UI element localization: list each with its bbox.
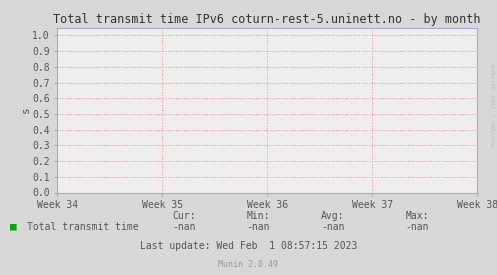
Text: Avg:: Avg: [321,211,345,221]
Text: Munin 2.0.49: Munin 2.0.49 [219,260,278,269]
Text: Max:: Max: [406,211,429,221]
Y-axis label: s: s [20,107,30,113]
Text: -nan: -nan [247,222,270,232]
Text: Min:: Min: [247,211,270,221]
Text: Last update: Wed Feb  1 08:57:15 2023: Last update: Wed Feb 1 08:57:15 2023 [140,241,357,251]
Text: Cur:: Cur: [172,211,196,221]
Text: -nan: -nan [406,222,429,232]
Text: RRDTOOL / TOBI OETIKER: RRDTOOL / TOBI OETIKER [491,63,496,146]
Text: Total transmit time: Total transmit time [27,222,139,232]
Title: Total transmit time IPv6 coturn-rest-5.uninett.no - by month: Total transmit time IPv6 coturn-rest-5.u… [53,13,481,26]
Text: -nan: -nan [321,222,345,232]
Text: -nan: -nan [172,222,196,232]
Text: ■: ■ [10,222,17,232]
